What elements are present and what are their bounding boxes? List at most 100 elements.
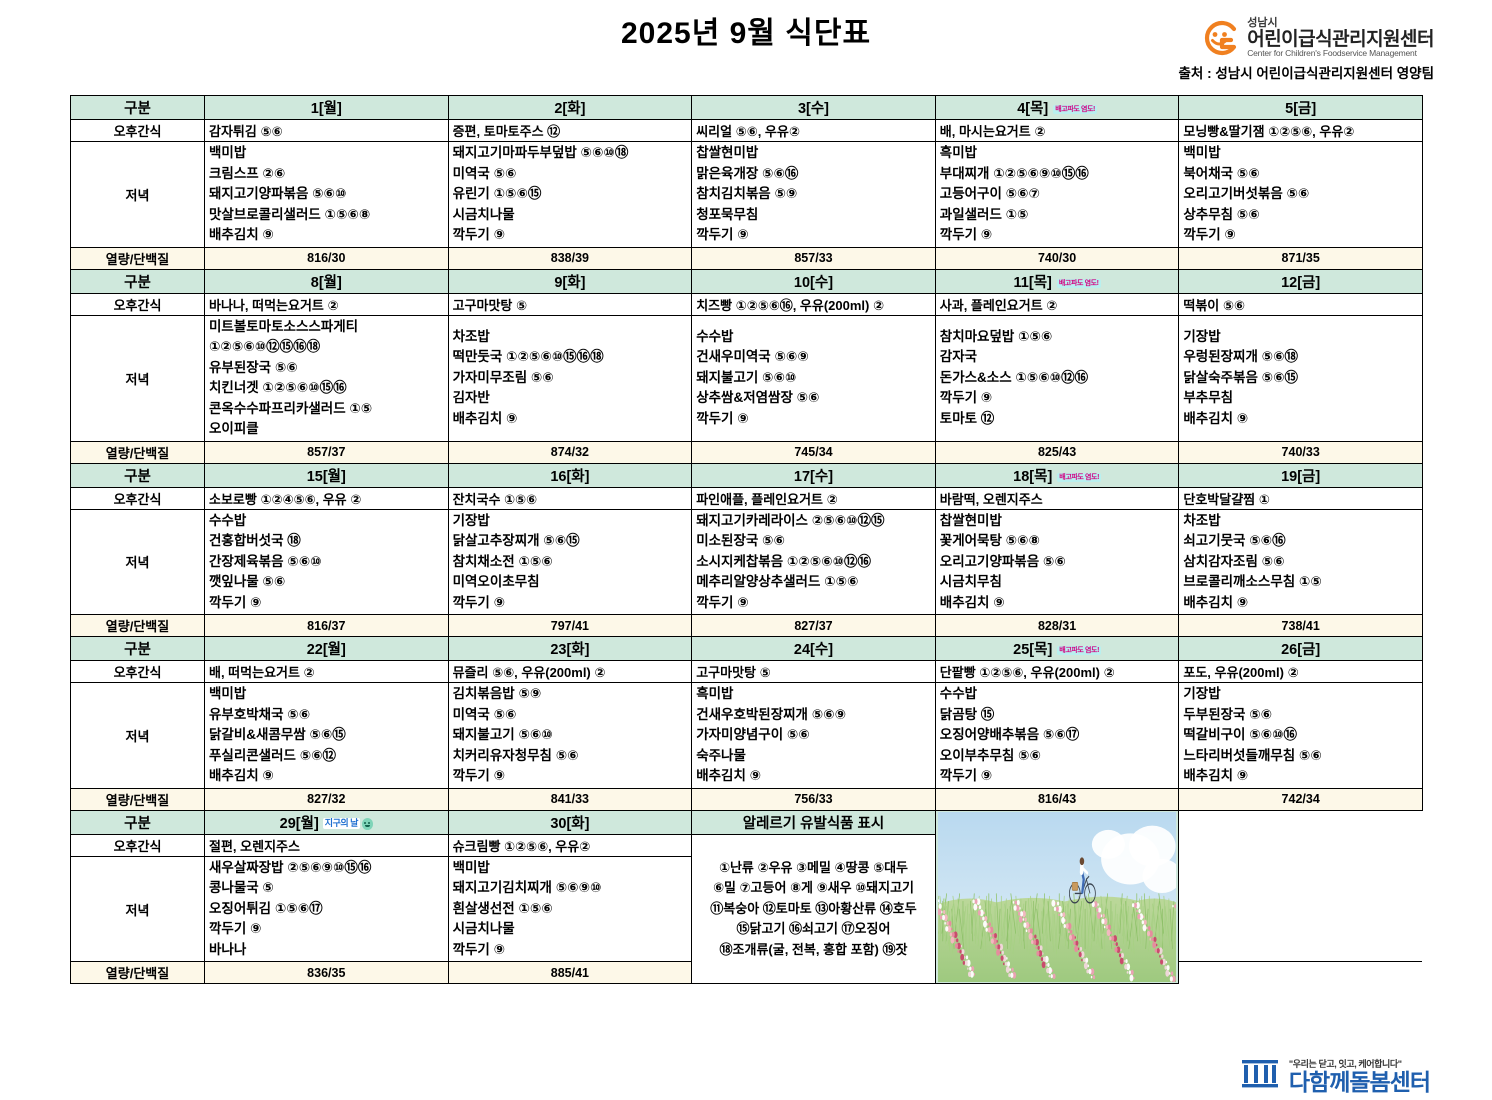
snack-row: 오후간식 배, 떠먹는요거트 ② 뮤즐리 ⑤⑥, 우유(200ml) ② 고구마맛탕 … — [70, 660, 1423, 684]
earth-character-icon — [361, 817, 373, 830]
dish-item: 백미밥 — [209, 686, 247, 702]
dinner-label: 저녁 — [70, 682, 205, 789]
snack-cell-1: 고구마맛탕 ⑤ — [447, 292, 693, 316]
snack-cell-0: 절편, 오렌지주스 — [204, 833, 449, 857]
dinner-cell-3: 수수밥 닭곰탕 ⑮ 오징어양배추볶음 ⑤⑥⑰ 오이부추무침 ⑤⑥ 깍두기 ⑨ — [934, 682, 1180, 789]
kcal-cell-2: 745/34 — [691, 440, 936, 464]
dinner-row: 저녁 백미밥 유부호박채국 ⑤⑥ 닭갈비&새콤무쌈 ⑤⑥⑮ 푸실리콘샐러드 ⑤⑥⑫ 배추김… — [70, 682, 1423, 789]
dish-item: 닭살숙주볶음 ⑤⑥⑮ — [1183, 369, 1299, 385]
dish-item: 깍두기 ⑨ — [939, 768, 993, 784]
dish-item: 깍두기 ⑨ — [939, 390, 993, 406]
snack-label: 오후간식 — [70, 833, 205, 857]
kcal-cell-4: 738/41 — [1178, 614, 1423, 638]
dish-item: 깍두기 ⑨ — [1183, 227, 1236, 243]
dinner-cell-4: 차조밥 쇠고기뭇국 ⑤⑥⑯ 삼치감자조림 ⑤⑥ 브로콜리깨소스무침 ①⑤ 배추김치 ⑨ — [1178, 508, 1423, 616]
dish-item: 깍두기 ⑨ — [452, 594, 506, 610]
week-header-row: 구분 8[월] 9[화] 10[수] 11[목] 배고파도 염도! 12[금] — [70, 268, 1423, 294]
dish-item: 바나나 — [209, 941, 247, 957]
thursday-note-badge: 배고파도 염도! — [1057, 646, 1101, 656]
smiley-logo-icon — [1205, 21, 1237, 56]
day-header-0: 8[월] — [204, 268, 449, 294]
dish-item: 느타리버섯들깨무침 ⑤⑥ — [1183, 747, 1322, 763]
day-header-1: 16[화] — [447, 462, 693, 488]
kcal-label: 열량/단백질 — [70, 787, 205, 811]
snack-label: 오후간식 — [70, 486, 205, 510]
dish-item: 건새우호박된장찌개 ⑤⑥⑨ — [696, 706, 847, 722]
day-header-3: 4[목] 배고파도 염도! — [934, 95, 1180, 120]
dish-item: 배추김치 ⑨ — [452, 410, 518, 426]
dish-item: 돼지고기카레라이스 ②⑤⑥⑩⑫⑮ — [696, 512, 885, 528]
kcal-cell-0: 857/37 — [204, 440, 449, 464]
dish-item: 과일샐러드 ①⑤ — [939, 206, 1029, 222]
day-label: 15[월] — [306, 468, 346, 485]
empty-cell — [1178, 961, 1423, 984]
day-header-1: 9[화] — [447, 268, 693, 294]
brand-name: 어린이급식관리지원센터 — [1247, 28, 1434, 50]
dish-item: 소시지케찹볶음 ①②⑤⑥⑩⑫⑯ — [696, 553, 872, 569]
dish-item: 참치김치볶음 ⑤⑨ — [696, 186, 798, 202]
dish-item: 청포묵무침 — [696, 206, 759, 222]
kcal-cell-1: 874/32 — [447, 440, 693, 464]
snack-row: 오후간식 감자튀김 ⑤⑥ 증편, 토마토주스 ⑫ 씨리얼 ⑤⑥, 우유② 배, 마시는요… — [70, 119, 1423, 142]
dish-item: 배추김치 ⑨ — [209, 227, 274, 243]
snack-cell-2: 파인애플, 플레인요거트 ② — [691, 486, 936, 510]
snack-cell-2: 고구마맛탕 ⑤ — [691, 660, 936, 684]
dish-item: 가자미무조림 ⑤⑥ — [452, 369, 554, 385]
dish-item: 깍두기 ⑨ — [209, 594, 262, 610]
dish-item: 깍두기 ⑨ — [696, 410, 749, 426]
dish-item: 오징어튀김 ①⑤⑥⑰ — [209, 900, 323, 916]
dish-item: 배추김치 ⑨ — [209, 768, 274, 784]
dish-item: 김자반 — [452, 390, 490, 406]
kcal-label: 열량/단백질 — [70, 614, 205, 638]
dish-item: 부추무침 — [1183, 390, 1234, 406]
snack-label: 오후간식 — [70, 119, 205, 142]
snack-cell-1: 뮤즐리 ⑤⑥, 우유(200ml) ② — [447, 660, 693, 684]
allergy-line-3: ⑮닭고기 ⑯쇠고기 ⑰오징어 — [736, 921, 891, 937]
dinner-label: 저녁 — [70, 141, 205, 248]
snack-cell-3: 사과, 플레인요거트 ② — [934, 292, 1180, 316]
week-header-row: 구분 15[월] 16[화] 17[수] 18[목] 배고파도 염도! 19[금] — [70, 462, 1423, 488]
day-label: 18[목] — [1013, 468, 1053, 485]
dish-item: 찹쌀현미밥 — [939, 512, 1002, 528]
dish-item: 콩나물국 ⑤ — [209, 880, 274, 896]
dish-item: 부대찌개 ①②⑤⑥⑨⑩⑮⑯ — [939, 165, 1089, 181]
dish-item: 고등어구이 ⑤⑥⑦ — [939, 186, 1040, 202]
day-header-1: 23[화] — [447, 636, 693, 662]
snack-label: 오후간식 — [70, 660, 205, 684]
day-header-4: 12[금] — [1178, 268, 1423, 294]
dinner-cell-4: 기장밥 두부된장국 ⑤⑥ 떡갈비구이 ⑤⑥⑩⑯ 느타리버섯들깨무침 ⑤⑥ 배추김치 ⑨ — [1178, 682, 1423, 789]
page-title: 2025년 9월 식단표 — [620, 17, 872, 50]
dish-item: 차조밥 — [1183, 512, 1221, 528]
day-header-0: 1[월] — [204, 95, 449, 120]
thursday-note-badge: 배고파도 염도! — [1056, 278, 1101, 288]
snack-cell-2: 씨리얼 ⑤⑥, 우유② — [691, 119, 936, 142]
dinner-cell-1: 김치볶음밥 ⑤⑨ 미역국 ⑤⑥ 돼지불고기 ⑤⑥⑩ 치커리유자청무침 ⑤⑥ 깍두기 ⑨ — [447, 682, 693, 789]
dish-item: 유부호박채국 ⑤⑥ — [209, 706, 311, 722]
snack-cell-3: 바람떡, 오렌지주스 — [934, 486, 1180, 510]
dish-item: 기장밥 — [452, 512, 490, 528]
dish-item: 수수밥 — [696, 328, 734, 344]
dish-item: 돼지불고기 ⑤⑥⑩ — [452, 727, 553, 743]
dish-item: 유부된장국 ⑤⑥ — [209, 359, 298, 375]
dish-item: 오리고기양파볶음 ⑤⑥ — [939, 553, 1066, 569]
dinner-cell-0: 수수밥 건홍합버섯국 ⑱ 간장제육볶음 ⑤⑥⑩ 깻잎나물 ⑤⑥ 깍두기 ⑨ — [204, 508, 449, 616]
kcal-row: 열량/단백질 836/35 885/41 — [70, 961, 1423, 985]
dish-item: 참치마요덮밥 ①⑤⑥ — [939, 328, 1053, 344]
dish-item: 가자미양념구이 ⑤⑥ — [696, 727, 810, 743]
dish-item: 우렁된장찌개 ⑤⑥⑱ — [1183, 349, 1299, 365]
dish-item: 배추김치 ⑨ — [696, 768, 762, 784]
dinner-cell-2: 수수밥 건새우미역국 ⑤⑥⑨ 돼지불고기 ⑤⑥⑩ 상추쌈&저염쌈장 ⑤⑥ 깍두기 ⑨ — [691, 314, 936, 442]
allergy-legend-body: ①난류 ②우유 ③메밀 ④땅콩 ⑤대두 ⑥밀 ⑦고등어 ⑧게 ⑨새우 ⑩돼지고기 ⑪… — [691, 833, 936, 985]
dish-item: 숙주나물 — [696, 747, 746, 763]
day-header-4: 26[금] — [1178, 636, 1423, 662]
dinner-label: 저녁 — [70, 855, 205, 963]
snack-label: 오후간식 — [70, 292, 205, 316]
day-label: 4[목] — [1017, 101, 1049, 117]
dinner-row: 저녁 백미밥 크림스프 ②⑥ 돼지고기양파볶음 ⑤⑥⑩ 맛살브로콜리샐러드 ①⑤⑥⑧ 배추… — [70, 141, 1423, 248]
dish-item: 깍두기 ⑨ — [696, 227, 749, 243]
dish-item: 배추김치 ⑨ — [1183, 768, 1249, 784]
dish-item: 돼지고기마파두부덮밥 ⑤⑥⑩⑱ — [452, 145, 629, 160]
snack-cell-1: 슈크림빵 ①②⑤⑥, 우유② — [447, 833, 693, 857]
dinner-cell-1: 기장밥 닭살고추장찌개 ⑤⑥⑮ 참치채소전 ①⑤⑥ 미역오이초무침 깍두기 ⑨ — [447, 508, 693, 616]
dish-item: 참치채소전 ①⑤⑥ — [452, 553, 553, 569]
